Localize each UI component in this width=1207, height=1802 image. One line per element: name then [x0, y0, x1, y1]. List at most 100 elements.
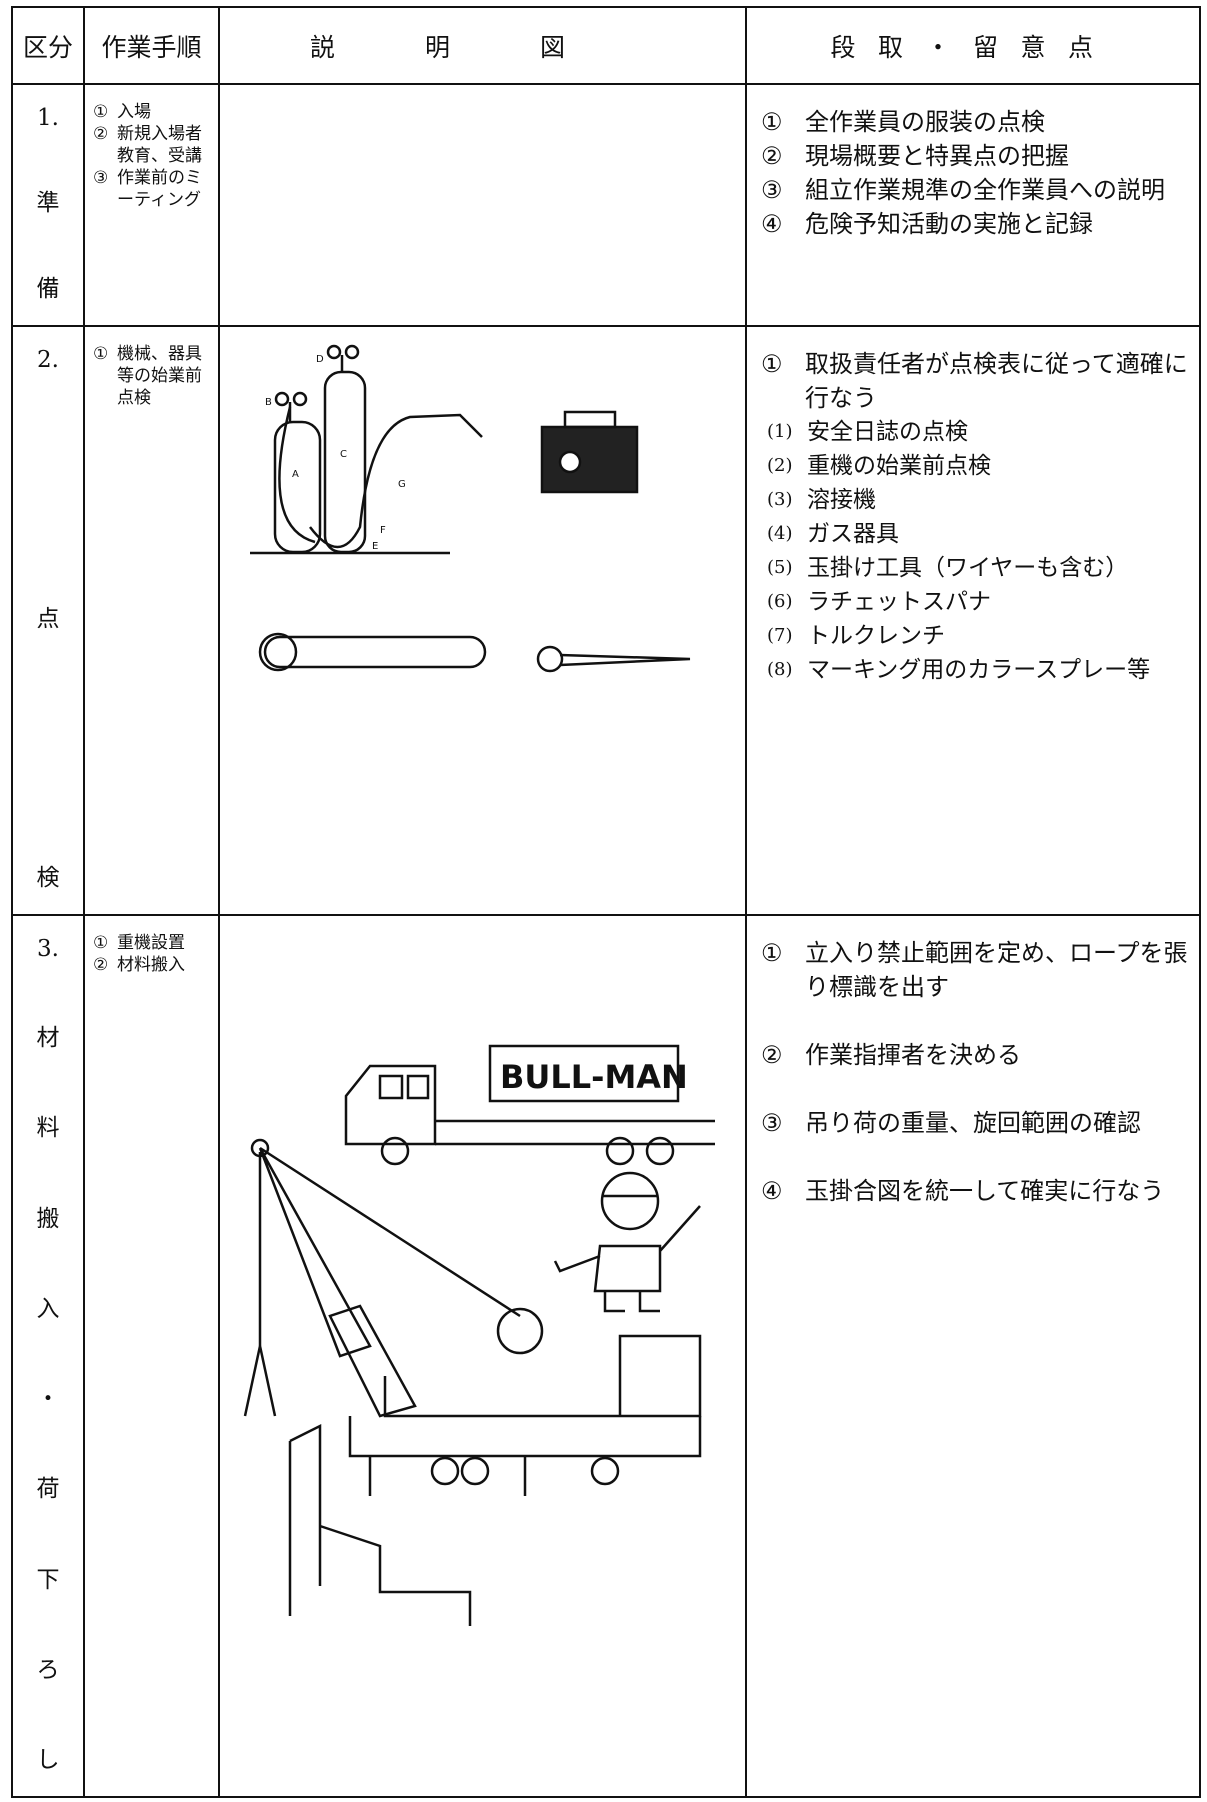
truck-text: BULL-MAN [500, 1058, 688, 1096]
note-text: 全作業員の服装の点検 [805, 108, 1045, 136]
steps-cell: ① 入場 ② 新規入場者教育、受講 ③ 作業前のミーティング [83, 83, 220, 327]
header-text: 段取・留意点 [830, 32, 1116, 62]
step: ① 重機設置 [93, 932, 214, 954]
subitem-text: 溶接機 [807, 487, 876, 513]
category-char: 入 [36, 1295, 60, 1322]
figure-label: G [398, 479, 406, 490]
subitem: (3) 溶接機 [767, 483, 1189, 517]
note: ③ 組立作業規準の全作業員への説明 [761, 173, 1189, 207]
header-cell: 説明図 [218, 6, 747, 85]
step-text: 新規入場者教育、受講 [117, 124, 202, 166]
category-cell: 2. 点検 [11, 325, 85, 916]
category-char: 準 [36, 190, 60, 216]
note-text: 吊り荷の重量、旋回範囲の確認 [805, 1109, 1141, 1137]
note-text: 危険予知活動の実施と記録 [805, 210, 1093, 238]
subitem-text: ガス器具 [807, 521, 899, 547]
notes-cell: ① 立入り禁止範囲を定め、ロープを張り標識を出す ② 作業指揮者を決める ③ 吊り荷の重量… [745, 914, 1201, 1798]
category-cell: 1. 準備 [11, 83, 85, 327]
figure-label: A [292, 469, 299, 480]
category-char: ・ [36, 1386, 60, 1413]
step-marker: ② [93, 124, 109, 144]
row: 3. 材料搬入・荷下ろし ① 重機設置 ② 材料搬入 BULL-MAN ① 立入り禁止範囲… [11, 914, 1201, 1798]
note: ② 現場概要と特異点の把握 [761, 139, 1189, 173]
note-marker: ① [761, 108, 783, 136]
category-char: ろ [36, 1656, 60, 1683]
row: 2. 点検 ① 機械、器具等の始業前点検 B A C D E F G ① 取扱責任者が… [11, 325, 1201, 916]
step: ① 機械、器具等の始業前点検 [93, 343, 214, 409]
step: ① 入場 [93, 101, 214, 123]
subitem-text: 玉掛け工具（ワイヤーも含む） [807, 555, 1129, 581]
subitem-marker: (2) [767, 455, 793, 476]
figure-label: C [340, 449, 347, 460]
category-char: 点 [36, 605, 60, 632]
category-char: 材 [36, 1025, 60, 1052]
header-cell: 区分 [11, 6, 85, 85]
step-text: 重機設置 [117, 933, 185, 953]
subitem: (5) 玉掛け工具（ワイヤーも含む） [767, 551, 1189, 585]
figure-label: F [380, 525, 386, 536]
step-marker: ① [93, 933, 109, 953]
header-cell: 段取・留意点 [745, 6, 1201, 85]
subitem: (7) トルクレンチ [767, 619, 1189, 653]
subitem-marker: (7) [767, 625, 793, 646]
note: ② 作業指揮者を決める [761, 1038, 1189, 1072]
category-char: 備 [36, 276, 60, 302]
note-text: 現場概要と特異点の把握 [805, 142, 1069, 170]
inspection-figure: B A C D E F G [250, 344, 691, 673]
notes-cell: ① 取扱責任者が点検表に従って適確に行なう (1) 安全日誌の点検 (2) 重機の始業前点… [745, 325, 1201, 916]
step-marker: ② [93, 955, 109, 975]
category-char: し [36, 1746, 60, 1773]
step-marker: ③ [93, 168, 109, 188]
figure-cell: BULL-MAN [218, 914, 747, 1798]
category: 1. 準備 [13, 85, 83, 325]
notes-cell: ① 全作業員の服装の点検 ② 現場概要と特異点の把握 ③ 組立作業規準の全作業員への説明 ④… [745, 83, 1201, 327]
note-marker: ③ [761, 176, 783, 204]
figure-label: D [316, 354, 324, 365]
note-marker: ② [761, 1041, 783, 1069]
steps: ① 入場 ② 新規入場者教育、受講 ③ 作業前のミーティング [85, 85, 218, 211]
step-text: 材料搬入 [117, 955, 185, 975]
subitem-marker: (3) [767, 489, 793, 510]
row: 1. 準備 ① 入場 ② 新規入場者教育、受講 ③ 作業前のミーティング ① 全作業員の服装の… [11, 83, 1201, 327]
subitem-text: マーキング用のカラースプレー等 [807, 657, 1151, 683]
subitem-text: 重機の始業前点検 [807, 453, 991, 479]
note-text: 作業指揮者を決める [805, 1041, 1021, 1069]
subitem-marker: (6) [767, 591, 793, 612]
note-text: 取扱責任者が点検表に従って適確に行なう [805, 350, 1188, 412]
category-char: 料 [36, 1115, 60, 1142]
note-text: 玉掛合図を統一して確実に行なう [805, 1177, 1165, 1205]
note: ③ 吊り荷の重量、旋回範囲の確認 [761, 1106, 1189, 1140]
note: ④ 玉掛合図を統一して確実に行なう [761, 1174, 1189, 1208]
subitem-text: 安全日誌の点検 [807, 419, 968, 445]
step: ② 新規入場者教育、受講 [93, 123, 214, 167]
category-char: 荷 [36, 1476, 60, 1503]
subitem: (2) 重機の始業前点検 [767, 449, 1189, 483]
note-marker: ③ [761, 1109, 783, 1137]
category-number: 3. [37, 936, 59, 962]
step-text: 作業前のミーティング [117, 168, 202, 210]
notes: ① 立入り禁止範囲を定め、ロープを張り標識を出す ② 作業指揮者を決める ③ 吊り荷の重量… [747, 916, 1199, 1208]
note-text: 立入り禁止範囲を定め、ロープを張り標識を出す [805, 939, 1188, 1001]
category-number: 1. [37, 105, 59, 131]
notes: ① 取扱責任者が点検表に従って適確に行なう (1) 安全日誌の点検 (2) 重機の始業前点… [747, 327, 1199, 687]
step: ③ 作業前のミーティング [93, 167, 214, 211]
category: 3. 材料搬入・荷下ろし [13, 916, 83, 1796]
note: ① 取扱責任者が点検表に従って適確に行なう [761, 347, 1189, 415]
note: ① 立入り禁止範囲を定め、ロープを張り標識を出す [761, 936, 1189, 1004]
subitem: (8) マーキング用のカラースプレー等 [767, 653, 1189, 687]
header-row: 区分 作業手順 説明図 段取・留意点 [11, 6, 1201, 85]
figure-label: E [372, 541, 378, 552]
header-text: 区分 [22, 32, 73, 62]
category-cell: 3. 材料搬入・荷下ろし [11, 914, 85, 1798]
category-char: 下 [36, 1566, 60, 1593]
subitem: (6) ラチェットスパナ [767, 585, 1189, 619]
header-cell: 作業手順 [83, 6, 220, 85]
subitem-text: ラチェットスパナ [807, 589, 991, 615]
procedure-table: 区分 作業手順 説明図 段取・留意点 1. 準備 ① 入場 ② 新規入場者教育、受講 ③ 作… [11, 6, 1201, 1798]
subitems: (1) 安全日誌の点検 (2) 重機の始業前点検 (3) 溶接機 (4) ガス器具 (5) 玉掛け… [767, 415, 1189, 687]
category: 2. 点検 [13, 327, 83, 914]
subitem-marker: (5) [767, 557, 793, 578]
note: ① 全作業員の服装の点検 [761, 105, 1189, 139]
notes: ① 全作業員の服装の点検 ② 現場概要と特異点の把握 ③ 組立作業規準の全作業員への説明 ④… [747, 85, 1199, 241]
